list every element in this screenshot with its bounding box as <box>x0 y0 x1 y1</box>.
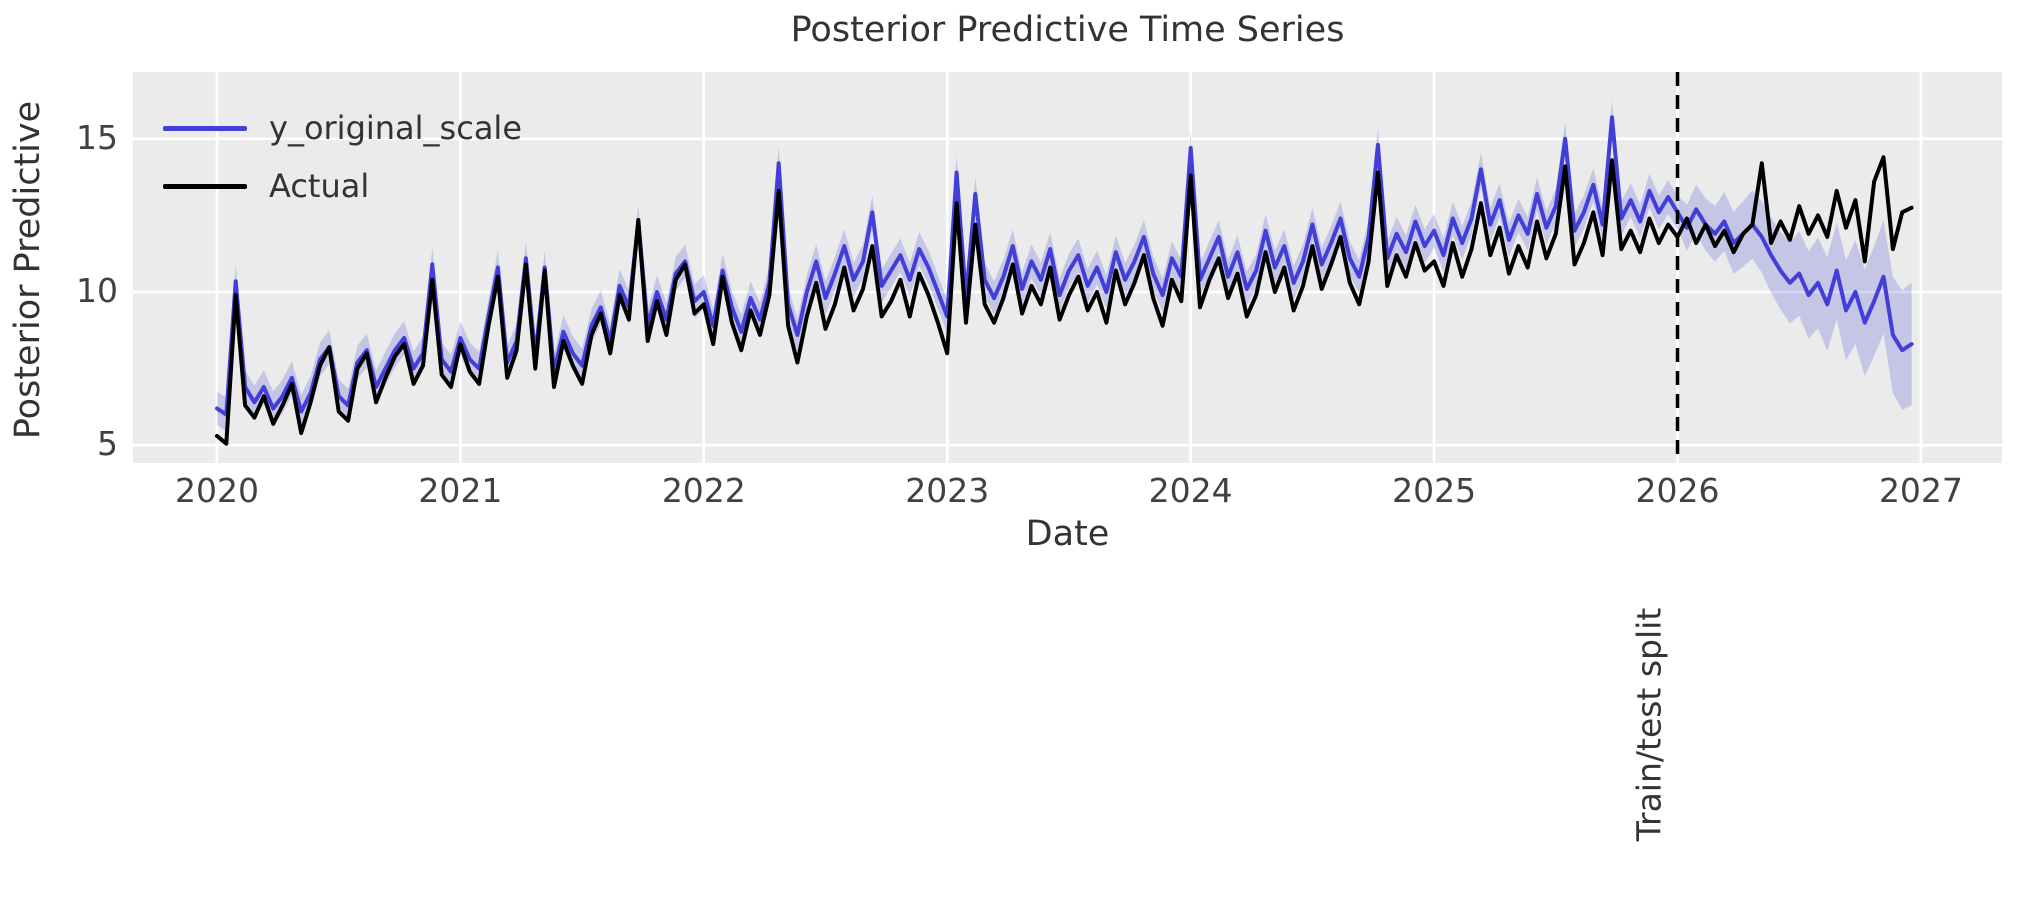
legend: y_original_scale Actual <box>163 99 522 215</box>
x-tick-label: 2027 <box>1878 471 1963 510</box>
legend-item: y_original_scale <box>163 99 522 157</box>
legend-label: Actual <box>269 167 370 205</box>
legend-item: Actual <box>163 157 522 215</box>
x-axis-label: Date <box>1025 514 1110 554</box>
x-tick-label: 2022 <box>661 471 746 510</box>
hdi-band <box>217 100 1912 432</box>
legend-label: y_original_scale <box>269 109 522 147</box>
chart-title: Posterior Predictive Time Series <box>790 10 1345 50</box>
x-tick-label: 2024 <box>1148 471 1233 510</box>
x-tick-label: 2021 <box>418 471 503 510</box>
y-tick-label: 5 <box>97 424 118 464</box>
legend-line-sample <box>163 125 247 131</box>
x-tick-label: 2023 <box>905 471 990 510</box>
legend-line-sample <box>163 183 247 189</box>
x-tick-label: 2025 <box>1392 471 1477 510</box>
x-tick-label: 2026 <box>1635 471 1720 510</box>
actual-line <box>215 155 1914 446</box>
y-tick-label: 15 <box>76 117 118 157</box>
plot-background <box>133 72 2002 463</box>
x-tick-label: 2020 <box>174 471 259 510</box>
train-test-split-annotation: Train/test split <box>1629 607 1669 842</box>
y-tick-label: 10 <box>76 271 118 310</box>
